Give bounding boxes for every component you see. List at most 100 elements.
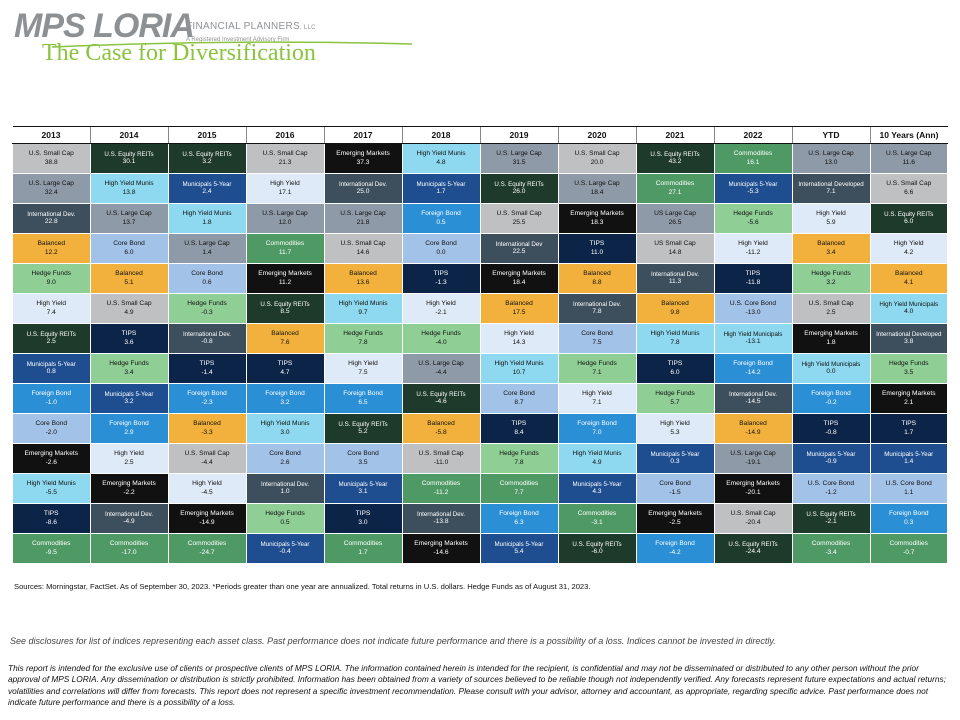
asset-class-name: TIPS [823, 420, 839, 428]
return-cell: U.S. Equity REITs -2.1 [791, 503, 871, 534]
year-header: 2019 [479, 126, 558, 144]
asset-class-name: Core Bond [113, 240, 145, 248]
return-cell: High Yield Munis 13.8 [89, 173, 169, 204]
return-cell: International Dev. 1.0 [245, 473, 325, 504]
asset-class-name: Emerging Markets [258, 270, 312, 278]
return-value: -14.9 [745, 428, 761, 436]
return-value: -20.1 [745, 488, 761, 496]
return-cell: International Dev 22.5 [479, 233, 559, 264]
return-value: 7.1 [826, 187, 836, 195]
return-value: -17.0 [121, 548, 137, 556]
asset-class-name: Emerging Markets [804, 330, 858, 338]
table-row: Municipals 5-Year 0.8 Hedge Funds 3.4 TIPS -1… [12, 353, 948, 384]
return-value: -4.9 [123, 517, 135, 525]
year-header: 2020 [557, 126, 636, 144]
return-value: -1.3 [435, 278, 447, 286]
return-value: -13.8 [433, 517, 449, 525]
return-cell: International Dev. -4.9 [89, 503, 169, 534]
asset-class-name: U.S. Equity REITs [26, 330, 76, 338]
asset-class-name: Hedge Funds [421, 330, 461, 338]
return-value: 6.3 [514, 518, 524, 526]
table-row: Commodities -9.5 Commodities -17.0 Commoditi… [12, 533, 948, 564]
asset-class-name: U.S. Equity REITs [338, 420, 388, 428]
asset-class-name: Emerging Markets [570, 210, 624, 218]
return-cell: High Yield Municipals -13.1 [713, 323, 793, 354]
return-value: 6.5 [358, 398, 368, 406]
return-cell: U.S. Small Cap -11.0 [401, 443, 481, 474]
return-value: 7.4 [46, 308, 56, 316]
return-cell: Municipals 5-Year 0.8 [12, 353, 91, 384]
return-cell: U.S. Large Cap 11.6 [869, 143, 948, 174]
return-value: 4.0 [904, 307, 914, 315]
return-cell: Commodities 16.1 [713, 143, 793, 174]
return-cell: TIPS 6.0 [635, 353, 715, 384]
return-cell: U.S. Small Cap -20.4 [713, 503, 793, 534]
return-cell: TIPS 1.7 [869, 413, 948, 444]
return-value: 4.9 [124, 308, 134, 316]
return-cell: U.S. Small Cap 38.8 [12, 143, 91, 174]
return-cell: U.S. Equity REITs 8.5 [245, 293, 325, 324]
asset-class-name: High Yield [348, 360, 378, 368]
return-cell: U.S. Equity REITs -4.6 [401, 383, 481, 414]
return-value: -2.1 [435, 308, 447, 316]
return-value: 11.7 [278, 248, 292, 256]
asset-class-name: Balanced [271, 330, 299, 338]
return-value: -2.0 [45, 428, 57, 436]
year-header: 10 Years (Ann) [869, 126, 948, 144]
return-cell: Balanced 13.6 [323, 263, 403, 294]
return-cell: U.S. Large Cap 32.4 [12, 173, 91, 204]
return-cell: International Dev. -14.5 [713, 383, 793, 414]
asset-class-name: International Developed [876, 330, 942, 338]
asset-class-name: TIPS [199, 360, 215, 368]
asset-class-name: Core Bond [35, 420, 68, 428]
logo-llc: , LLC [299, 25, 316, 31]
return-value: 0.5 [280, 518, 290, 526]
return-value: 6.0 [904, 217, 914, 225]
return-value: 1.8 [202, 218, 212, 226]
return-cell: High Yield Municipals 0.0 [791, 353, 871, 384]
asset-class-name: High Yield [426, 300, 456, 308]
return-cell: U.S. Small Cap 25.5 [479, 203, 559, 234]
asset-class-name: U.S. Equity REITs [416, 390, 466, 398]
return-value: 5.3 [670, 428, 680, 436]
asset-class-name: Emerging Markets [492, 270, 546, 278]
asset-class-name: U.S. Large Cap [808, 150, 854, 158]
return-value: 9.8 [670, 308, 680, 316]
return-value: -4.2 [669, 548, 681, 556]
asset-class-name: U.S. Small Cap [730, 510, 776, 518]
report-disclaimer: This report is intended for the exclusiv… [8, 663, 946, 708]
return-cell: High Yield 7.1 [557, 383, 637, 414]
return-cell: Commodities -11.2 [401, 473, 481, 504]
return-cell: Foreign Bond -14.2 [713, 353, 793, 384]
asset-class-name: Core Bond [425, 240, 457, 248]
return-value: 1.7 [358, 548, 368, 556]
return-cell: U.S. Small Cap 20.0 [557, 143, 637, 174]
return-value: -11.2 [745, 248, 761, 256]
return-cell: Emerging Markets 11.2 [245, 263, 325, 294]
asset-class-name: TIPS [43, 510, 59, 518]
asset-class-name: International Dev. [260, 480, 310, 488]
asset-class-name: High Yield Munis [104, 180, 154, 188]
return-value: 3.5 [904, 368, 914, 376]
asset-class-name: U.S. Equity REITs [260, 300, 310, 308]
return-value: 13.0 [824, 158, 838, 166]
asset-class-name: Core Bond [659, 480, 691, 488]
return-cell: Emerging Markets -14.6 [401, 533, 481, 564]
return-value: -11.0 [433, 458, 449, 466]
return-value: 18.3 [590, 218, 604, 226]
return-value: -2.3 [201, 398, 213, 406]
asset-class-name: Hedge Funds [187, 300, 227, 308]
asset-class-name: Foreign Bond [187, 390, 227, 398]
sources-note: Sources: Morningstar, FactSet. As of Sep… [14, 582, 591, 591]
asset-class-name: U.S. Small Cap [106, 300, 152, 308]
asset-class-name: U.S. Small Cap [574, 150, 620, 158]
asset-class-name: High Yield Municipals [723, 330, 783, 338]
return-value: 11.2 [278, 278, 292, 286]
asset-class-name: High Yield Munis [650, 330, 700, 338]
return-cell: TIPS -0.8 [791, 413, 871, 444]
return-cell: High Yield Munis -5.5 [12, 473, 91, 504]
year-header: YTD [791, 126, 870, 144]
return-cell: Foreign Bond 3.2 [245, 383, 325, 414]
return-value: 43.2 [668, 157, 682, 165]
return-value: -0.7 [903, 548, 915, 556]
